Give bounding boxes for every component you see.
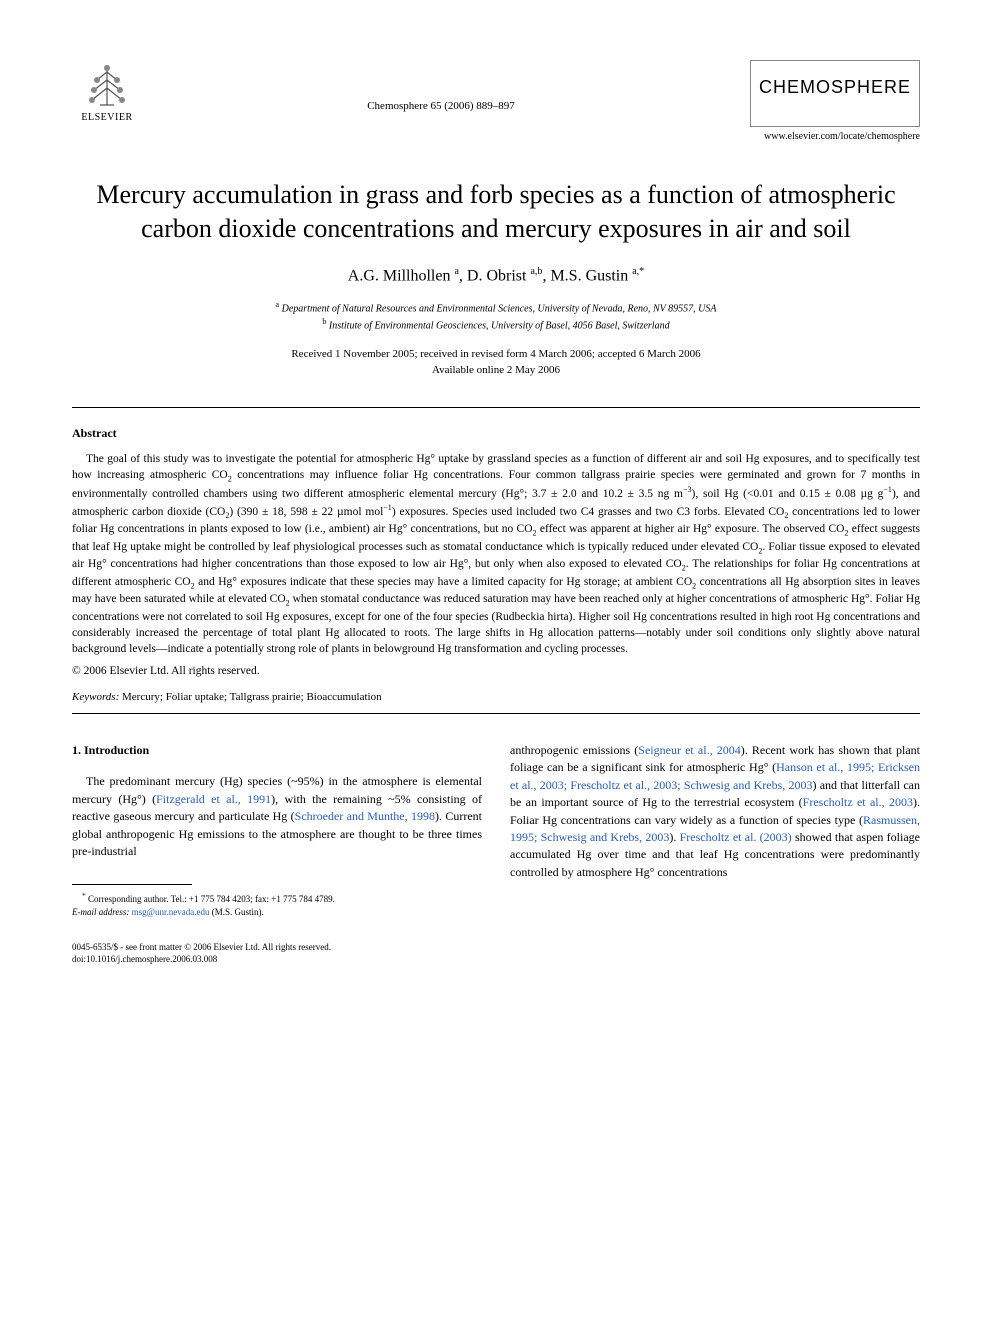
- author-2: D. Obrist: [467, 267, 527, 284]
- ref-link[interactable]: Schroeder and Munthe, 1998: [295, 809, 435, 823]
- ref-link[interactable]: Seigneur et al., 2004: [638, 743, 740, 757]
- received-date: Received 1 November 2005; received in re…: [72, 346, 920, 363]
- body-columns: 1. Introduction The predominant mercury …: [72, 742, 920, 966]
- intro-paragraph-left: The predominant mercury (Hg) species (~9…: [72, 773, 482, 860]
- publisher-block: ELSEVIER: [72, 60, 142, 123]
- footer-block: 0045-6535/$ - see front matter © 2006 El…: [72, 941, 482, 966]
- abstract-body: The goal of this study was to investigat…: [72, 451, 920, 658]
- affiliations: a Department of Natural Resources and En…: [72, 299, 920, 334]
- author-3-aff: a,*: [632, 266, 644, 277]
- author-1: A.G. Millhollen: [348, 267, 451, 284]
- keywords-line: Keywords: Mercury; Foliar uptake; Tallgr…: [72, 691, 920, 703]
- publisher-name: ELSEVIER: [81, 112, 132, 123]
- article-dates: Received 1 November 2005; received in re…: [72, 346, 920, 379]
- ref-link[interactable]: Fitzgerald et al., 1991: [156, 792, 271, 806]
- doi-line: doi:10.1016/j.chemosphere.2006.03.008: [72, 953, 482, 966]
- column-left: 1. Introduction The predominant mercury …: [72, 742, 482, 966]
- abstract-heading: Abstract: [72, 426, 920, 441]
- author-1-aff: a: [454, 266, 458, 277]
- journal-block: CHEMOSPHERE www.elsevier.com/locate/chem…: [740, 60, 920, 142]
- citation: Chemosphere 65 (2006) 889–897: [142, 60, 740, 112]
- affiliation-a: Department of Natural Resources and Envi…: [282, 303, 717, 314]
- elsevier-tree-icon: [82, 60, 132, 110]
- ref-link[interactable]: Frescholtz et al. (2003): [680, 830, 792, 844]
- divider: [72, 713, 920, 714]
- corresponding-footnote: * Corresponding author. Tel.: +1 775 784…: [72, 891, 482, 918]
- journal-name: CHEMOSPHERE: [750, 60, 920, 127]
- keywords-label: Keywords:: [72, 691, 119, 703]
- author-3: M.S. Gustin: [550, 267, 628, 284]
- column-right: anthropogenic emissions (Seigneur et al.…: [510, 742, 920, 966]
- online-date: Available online 2 May 2006: [72, 362, 920, 379]
- issn-line: 0045-6535/$ - see front matter © 2006 El…: [72, 941, 482, 954]
- divider: [72, 407, 920, 408]
- journal-url[interactable]: www.elsevier.com/locate/chemosphere: [740, 131, 920, 142]
- intro-paragraph-right: anthropogenic emissions (Seigneur et al.…: [510, 742, 920, 881]
- article-title: Mercury accumulation in grass and forb s…: [92, 178, 900, 246]
- ref-link[interactable]: Frescholtz et al., 2003: [803, 795, 913, 809]
- abstract-copyright: © 2006 Elsevier Ltd. All rights reserved…: [72, 665, 920, 677]
- authors-line: A.G. Millhollen a, D. Obrist a,b, M.S. G…: [72, 266, 920, 285]
- footnote-divider: [72, 884, 192, 885]
- keywords-text: Mercury; Foliar uptake; Tallgrass prairi…: [119, 691, 381, 703]
- email-label: E-mail address:: [72, 907, 129, 917]
- intro-heading: 1. Introduction: [72, 742, 482, 759]
- email-link[interactable]: msg@unr.nevada.edu: [132, 907, 210, 917]
- page-header: ELSEVIER Chemosphere 65 (2006) 889–897 C…: [72, 60, 920, 142]
- affiliation-b: Institute of Environmental Geosciences, …: [329, 321, 670, 332]
- author-2-aff: a,b: [530, 266, 542, 277]
